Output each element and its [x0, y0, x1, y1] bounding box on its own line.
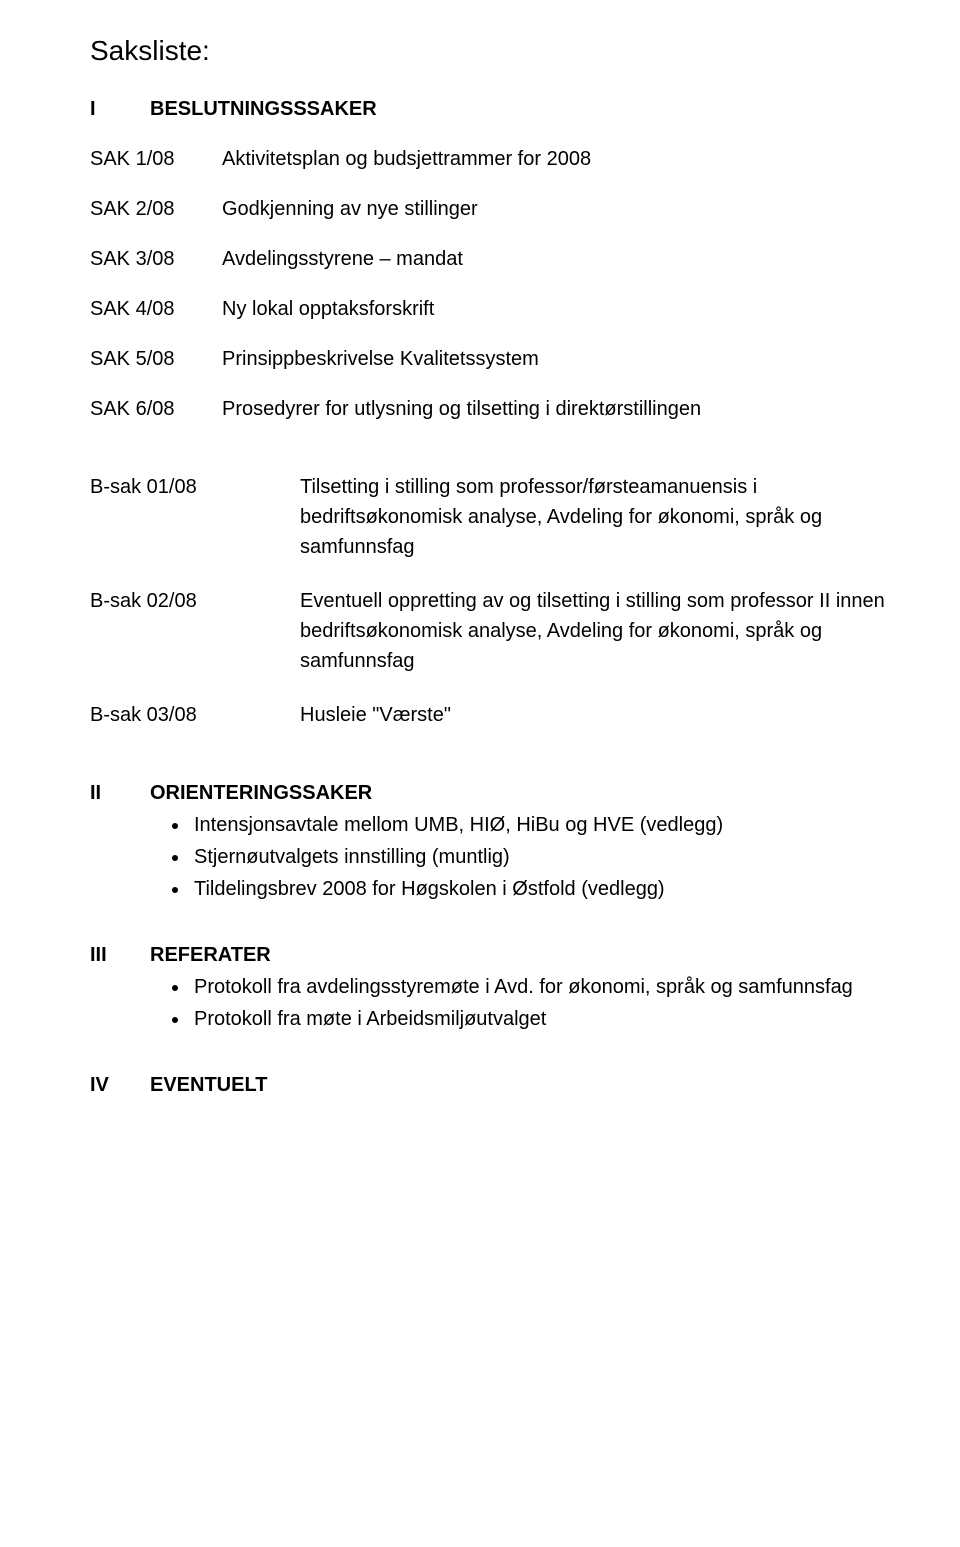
section-2-roman: II [90, 778, 150, 808]
section-3-heading: IIIREFERATER [90, 940, 900, 970]
section-4-roman: IV [90, 1070, 150, 1100]
sak-label: SAK 1/08 [90, 144, 222, 174]
list-item: Intensjonsavtale mellom UMB, HIØ, HiBu o… [190, 810, 900, 840]
bsak-row: B-sak 02/08 Eventuell oppretting av og t… [90, 586, 900, 676]
bsak-text: Eventuell oppretting av og tilsetting i … [300, 586, 900, 676]
sak-row: SAK 6/08 Prosedyrer for utlysning og til… [90, 394, 900, 424]
sak-label: SAK 4/08 [90, 294, 222, 324]
bsak-label: B-sak 02/08 [90, 586, 300, 676]
sak-text: Ny lokal opptaksforskrift [222, 294, 900, 324]
sak-row: SAK 5/08 Prinsippbeskrivelse Kvalitetssy… [90, 344, 900, 374]
bsak-row: B-sak 03/08 Husleie "Værste" [90, 700, 900, 730]
list-item: Protokoll fra avdelingsstyremøte i Avd. … [190, 972, 900, 1002]
sak-list: SAK 1/08 Aktivitetsplan og budsjettramme… [90, 144, 900, 424]
sak-label: SAK 2/08 [90, 194, 222, 224]
list-item: Tildelingsbrev 2008 for Høgskolen i Østf… [190, 874, 900, 904]
bsak-row: B-sak 01/08 Tilsetting i stilling som pr… [90, 472, 900, 562]
list-item: Protokoll fra møte i Arbeidsmiljøutvalge… [190, 1004, 900, 1034]
sak-text: Avdelingsstyrene – mandat [222, 244, 900, 274]
section-1-roman: I [90, 94, 150, 124]
section-2-bullets: Intensjonsavtale mellom UMB, HIØ, HiBu o… [90, 810, 900, 904]
section-1-heading: IBESLUTNINGSSSAKER [90, 94, 900, 124]
bsak-text: Tilsetting i stilling som professor/førs… [300, 472, 900, 562]
section-4-text: EVENTUELT [150, 1074, 267, 1096]
bsak-list: B-sak 01/08 Tilsetting i stilling som pr… [90, 472, 900, 730]
sak-label: SAK 6/08 [90, 394, 222, 424]
bsak-label: B-sak 01/08 [90, 472, 300, 562]
section-3-bullets: Protokoll fra avdelingsstyremøte i Avd. … [90, 972, 900, 1034]
section-2-text: ORIENTERINGSSAKER [150, 782, 372, 804]
bsak-label: B-sak 03/08 [90, 700, 300, 730]
sak-text: Prosedyrer for utlysning og tilsetting i… [222, 394, 900, 424]
section-3-text: REFERATER [150, 944, 271, 966]
sak-row: SAK 2/08 Godkjenning av nye stillinger [90, 194, 900, 224]
section-2-heading: IIORIENTERINGSSAKER [90, 778, 900, 808]
sak-text: Aktivitetsplan og budsjettrammer for 200… [222, 144, 900, 174]
sak-text: Godkjenning av nye stillinger [222, 194, 900, 224]
sak-label: SAK 3/08 [90, 244, 222, 274]
page-title: Saksliste: [90, 30, 900, 72]
sak-text: Prinsippbeskrivelse Kvalitetssystem [222, 344, 900, 374]
sak-row: SAK 1/08 Aktivitetsplan og budsjettramme… [90, 144, 900, 174]
section-1-text: BESLUTNINGSSSAKER [150, 98, 377, 120]
sak-row: SAK 3/08 Avdelingsstyrene – mandat [90, 244, 900, 274]
section-4-heading: IVEVENTUELT [90, 1070, 900, 1100]
section-3-roman: III [90, 940, 150, 970]
bsak-text: Husleie "Værste" [300, 700, 900, 730]
list-item: Stjernøutvalgets innstilling (muntlig) [190, 842, 900, 872]
sak-label: SAK 5/08 [90, 344, 222, 374]
sak-row: SAK 4/08 Ny lokal opptaksforskrift [90, 294, 900, 324]
